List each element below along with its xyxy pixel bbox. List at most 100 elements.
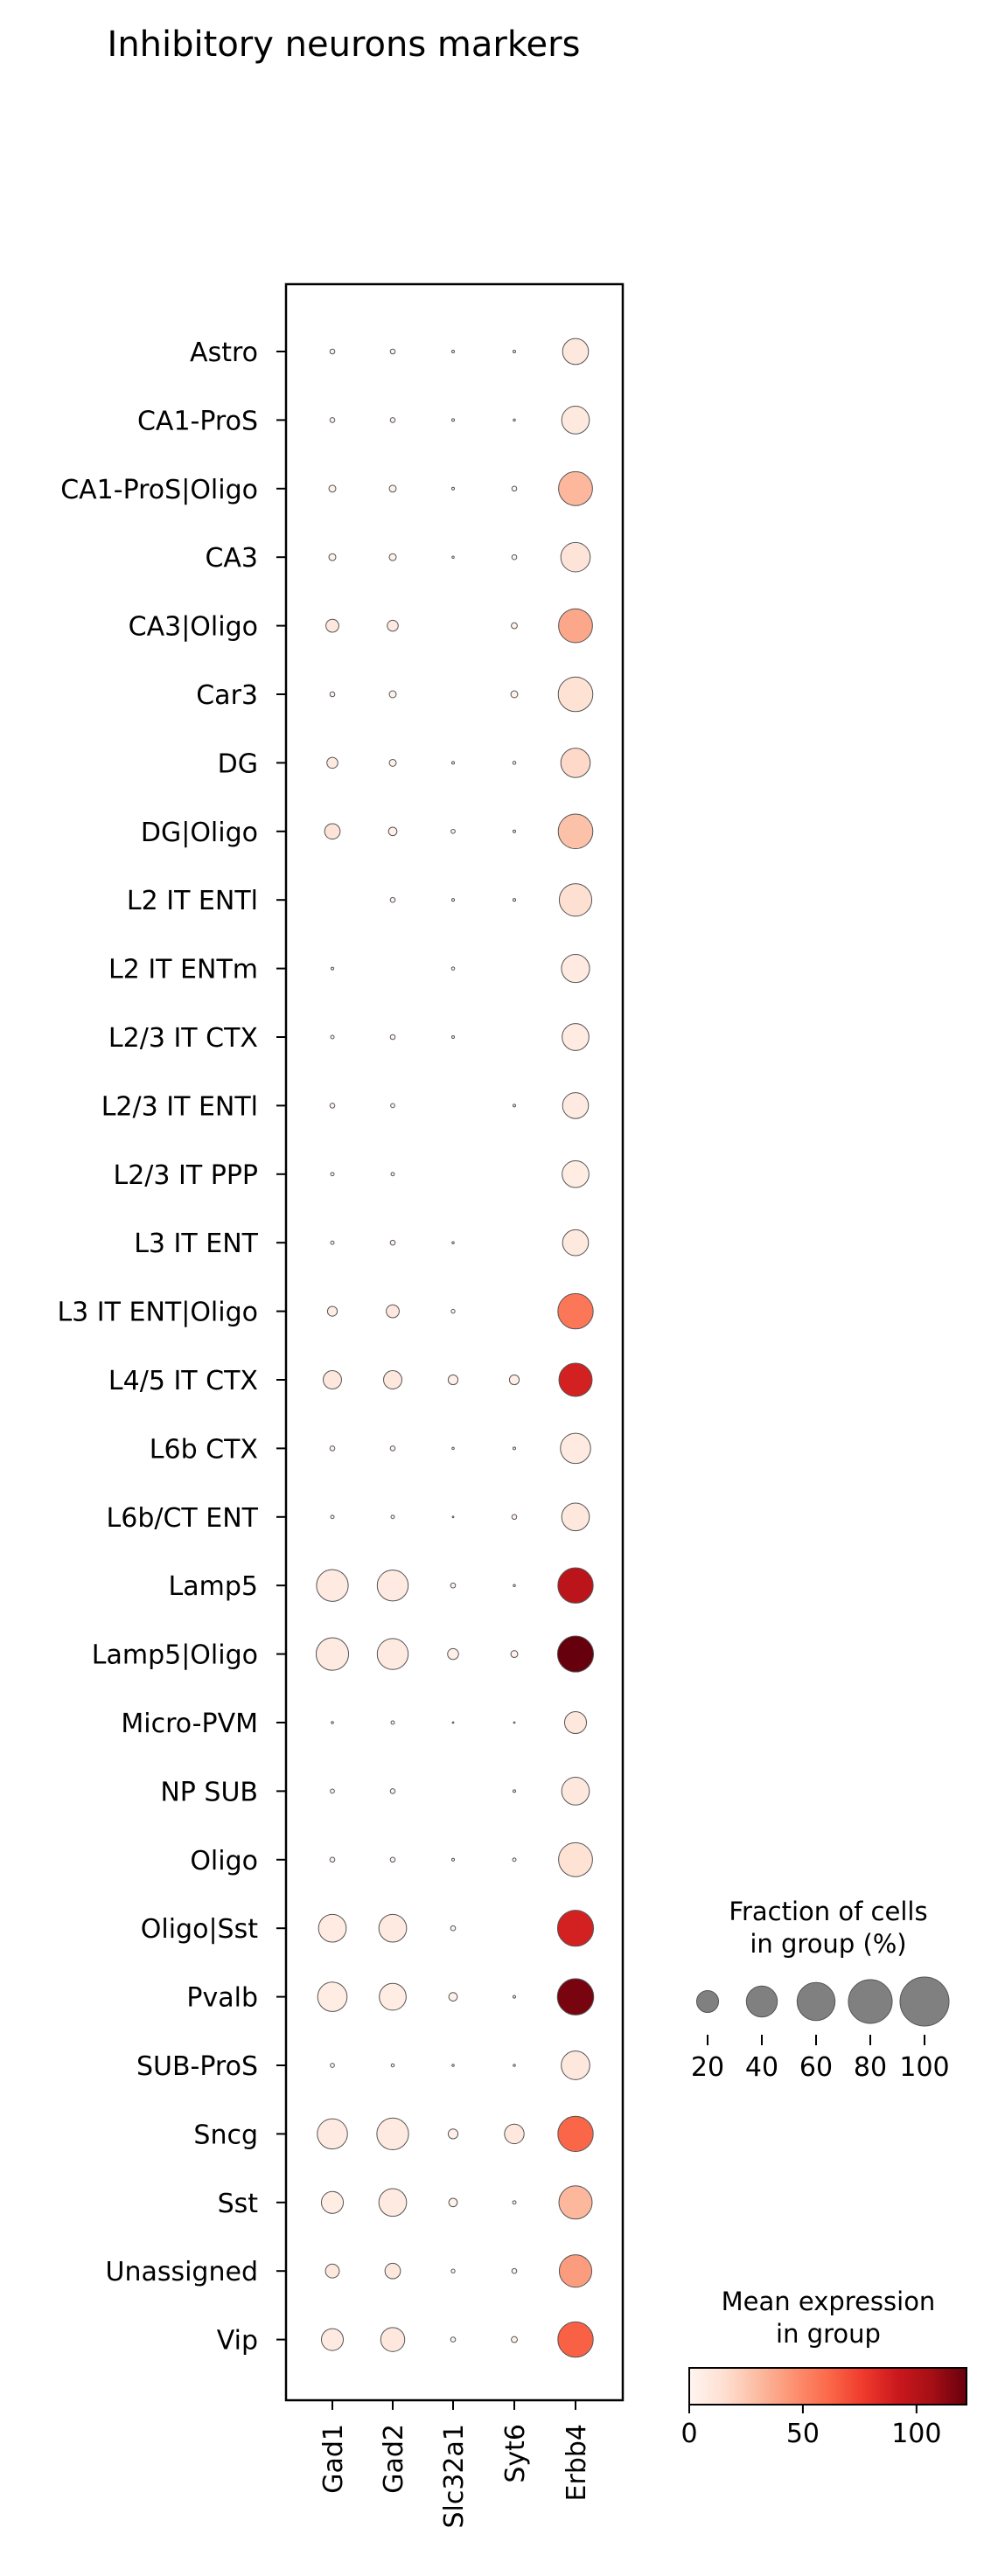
dot-vip-erbb4 <box>557 2321 594 2358</box>
y-tick-label: L4/5 IT CTX <box>108 1366 258 1396</box>
dot-ca3-oligo-erbb4 <box>558 608 593 644</box>
dot-l3-it-ent-oligo-gad2 <box>386 1304 400 1319</box>
dot-ca3-erbb4 <box>560 541 591 573</box>
dot-np-sub-erbb4 <box>561 1777 590 1806</box>
dot-l2-3-it-entl-gad1 <box>329 1103 336 1109</box>
dot-l3-it-ent-oligo-gad1 <box>326 1305 338 1317</box>
dot-ca1-pros-oligo-syt6 <box>511 485 518 492</box>
dot-sub-pros-gad1 <box>330 2063 335 2068</box>
dot-astro-erbb4 <box>562 338 590 366</box>
dot-unassigned-erbb4 <box>558 2254 593 2288</box>
dot-oligo-erbb4 <box>558 1841 593 1877</box>
dot-oligo-sst-gad1 <box>318 1913 347 1943</box>
dot-l2-3-it-ctx-erbb4 <box>562 1023 590 1051</box>
dot-l2-it-entl-slc32a1 <box>450 898 456 902</box>
dot-l3-it-ent-gad2 <box>389 1239 396 1246</box>
dot-ca1-pros-gad2 <box>389 417 396 423</box>
dot-oligo-gad1 <box>329 1856 336 1863</box>
dot-l2-3-it-ppp-gad1 <box>330 1172 335 1177</box>
y-tick-label: Oligo <box>190 1846 258 1876</box>
colorbar <box>688 2367 967 2405</box>
dot-astro-gad1 <box>329 348 336 355</box>
y-tick-label: CA3 <box>205 543 258 574</box>
dot-dg-gad1 <box>326 756 338 769</box>
dot-l3-it-ent-slc32a1 <box>451 1241 455 1244</box>
y-tick-label: SUB-ProS <box>136 2051 258 2082</box>
dot-dg-oligo-syt6 <box>512 829 517 833</box>
size-legend-label: 100 <box>899 2052 949 2083</box>
dot-l4-5-it-ctx-syt6 <box>508 1374 520 1386</box>
dot-dg-erbb4 <box>560 748 591 778</box>
dot-l6b-ctx-gad1 <box>329 1445 336 1452</box>
dot-car3-gad1 <box>329 691 336 698</box>
dot-lamp5-oligo-erbb4 <box>556 1635 595 1673</box>
y-tick-label: Astro <box>190 338 258 368</box>
dot-l4-5-it-ctx-erbb4 <box>558 1362 593 1397</box>
x-tick-label: Erbb4 <box>562 2424 592 2501</box>
dot-vip-syt6 <box>511 2336 518 2343</box>
dot-ca1-pros-oligo-erbb4 <box>558 470 593 506</box>
dot-pvalb-slc32a1 <box>448 1992 458 2002</box>
dot-ca1-pros-slc32a1 <box>450 418 456 422</box>
y-tick-label: Pvalb <box>186 1983 258 2014</box>
dot-l6b-ctx-erbb4 <box>560 1432 591 1465</box>
y-tick-label: Oligo|Sst <box>141 1914 258 1945</box>
size-legend-dot <box>745 1985 778 2018</box>
dot-sub-pros-syt6 <box>513 2064 516 2067</box>
y-tick-label: Vip <box>217 2326 258 2357</box>
dot-vip-gad2 <box>380 2327 406 2352</box>
dot-ca3-slc32a1 <box>451 555 455 559</box>
plot-frame <box>284 282 625 2402</box>
dot-l4-5-it-ctx-gad1 <box>323 1370 342 1389</box>
dot-pvalb-erbb4 <box>556 1978 595 2016</box>
dot-l3-it-ent-gad1 <box>330 1240 335 1245</box>
x-tick-label: Gad1 <box>318 2424 349 2494</box>
y-axis: Astro CA1-ProS CA1-ProS|Oligo CA3 CA3|Oligo C… <box>57 338 286 2357</box>
dot-l6b-ct-ent-slc32a1 <box>451 1515 455 1519</box>
y-tick-label: Car3 <box>196 680 258 711</box>
dot-l2-3-it-ppp-erbb4 <box>562 1159 590 1188</box>
dot-sst-syt6 <box>512 2200 517 2205</box>
dot-ca1-pros-syt6 <box>513 418 516 422</box>
dot-ca1-pros-oligo-gad1 <box>328 484 337 493</box>
dot-ca3-syt6 <box>511 553 518 560</box>
dot-dg-oligo-gad2 <box>387 826 398 837</box>
dot-l2-it-entl-syt6 <box>512 898 517 902</box>
dot-unassigned-gad1 <box>325 2263 340 2279</box>
dot-astro-syt6 <box>512 349 517 354</box>
dot-micro-pvm-gad2 <box>390 1720 395 1725</box>
dot-unassigned-syt6 <box>511 2267 518 2274</box>
dot-lamp5-gad2 <box>376 1569 409 1602</box>
dot-car3-gad2 <box>388 690 397 699</box>
y-tick-label: Lamp5 <box>169 1571 258 1602</box>
dot-car3-erbb4 <box>557 676 594 713</box>
dot-micro-pvm-syt6 <box>513 1721 516 1724</box>
dot-astro-gad2 <box>389 348 396 355</box>
y-tick-label: L2 IT ENTm <box>108 955 258 985</box>
colorbar-tick-label: 50 <box>786 2419 820 2449</box>
dot-ca1-pros-gad1 <box>329 417 336 423</box>
dot-car3-syt6 <box>510 690 519 699</box>
dot-sncg-syt6 <box>504 2123 525 2145</box>
dot-dg-syt6 <box>512 761 517 765</box>
y-tick-label: DG <box>218 748 258 779</box>
y-tick-label: Unassigned <box>105 2257 258 2287</box>
size-legend-dot <box>848 1979 893 2024</box>
chart-title: Inhibitory neurons markers <box>108 24 581 65</box>
dot-ca1-pros-oligo-slc32a1 <box>450 486 456 491</box>
dot-l6b-ct-ent-syt6 <box>511 1514 518 1521</box>
dot-unassigned-gad2 <box>384 2262 401 2280</box>
y-tick-label: L6b/CT ENT <box>107 1503 259 1534</box>
dot-unassigned-slc32a1 <box>450 2268 456 2273</box>
x-axis: Gad1 Gad2 Slc32a1 Syt6 Erbb4 <box>318 2400 592 2529</box>
dot-ca3-oligo-gad1 <box>325 618 339 633</box>
x-tick-label: Slc32a1 <box>439 2424 470 2529</box>
dot-lamp5-erbb4 <box>557 1567 594 1604</box>
dot-l2-it-entm-slc32a1 <box>450 966 456 971</box>
colorbar-tick-label: 100 <box>891 2419 941 2449</box>
dot-pvalb-gad2 <box>379 1982 407 2011</box>
dot-micro-pvm-erbb4 <box>563 1710 588 1735</box>
dot-ca3-gad2 <box>388 553 397 561</box>
y-tick-label: L6b CTX <box>150 1434 258 1465</box>
dot-lamp5-slc32a1 <box>450 1582 457 1589</box>
